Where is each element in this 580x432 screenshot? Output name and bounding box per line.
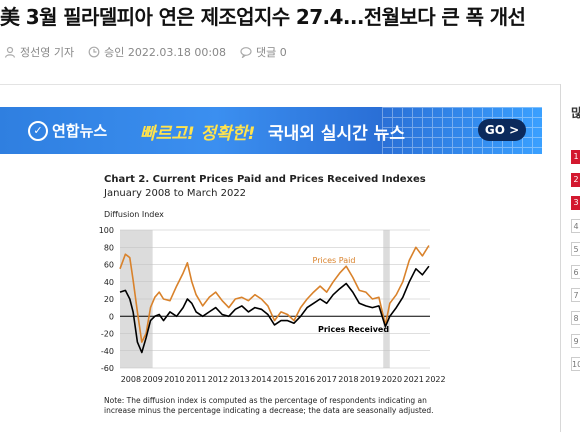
comment-count: 댓글 0: [256, 46, 287, 59]
chart-note: Note: The diffusion index is computed as…: [104, 396, 434, 415]
x-tick-label: 2009: [142, 375, 162, 384]
sidebar-rank-badge[interactable]: 7: [571, 288, 580, 302]
yonhap-ad-banner[interactable]: ✓ 연합뉴스 빠르고! 정확한! 국내외 실시간 뉴스 GO >: [0, 107, 542, 154]
article-chart-image: Chart 2. Current Prices Paid and Prices …: [96, 168, 450, 430]
approved-date: 승인 2022.03.18 00:08: [104, 46, 227, 59]
header-divider: [0, 84, 560, 85]
x-tick-label: 2022: [425, 375, 445, 384]
y-tick-label: 0: [109, 312, 114, 321]
chart-subtitle: January 2008 to March 2022: [104, 188, 247, 199]
y-tick-label: 80: [104, 243, 114, 252]
banner-go-button[interactable]: GO >: [478, 119, 526, 141]
chart-y-axis-label: Diffusion Index: [104, 210, 164, 219]
y-tick-label: -20: [101, 330, 114, 339]
x-tick-label: 2014: [251, 375, 271, 384]
sidebar-rank-badge[interactable]: 5: [571, 242, 580, 256]
sidebar-title: 많: [571, 106, 580, 120]
series-label: Prices Received: [318, 325, 389, 334]
sidebar-rank-badge[interactable]: 9: [571, 334, 580, 348]
author-name: 정선영 기자: [20, 46, 75, 59]
x-tick-label: 2012: [208, 375, 228, 384]
y-tick-label: 60: [104, 261, 114, 270]
sidebar-rank-badge[interactable]: 3: [571, 196, 580, 210]
article-headline: 美 3월 필라델피아 연은 제조업지수 27.4...전월보다 큰 폭 개선: [0, 5, 526, 29]
article-meta: 정선영 기자 승인 2022.03.18 00:08 댓글 0: [4, 44, 301, 60]
yonhap-logo-icon: ✓: [28, 120, 48, 141]
x-tick-label: 2019: [360, 375, 380, 384]
approved-meta: 승인 2022.03.18 00:08: [88, 44, 226, 60]
sidebar-rank-badge[interactable]: 8: [571, 311, 580, 325]
sidebar-rank-badge[interactable]: 1: [571, 150, 580, 164]
banner-logo: ✓ 연합뉴스: [28, 120, 107, 141]
y-tick-label: 100: [99, 226, 114, 235]
sidebar-rank-badge[interactable]: 2: [571, 173, 580, 187]
y-tick-label: -60: [101, 364, 114, 373]
sidebar-rank-badge[interactable]: 6: [571, 265, 580, 279]
x-tick-label: 2017: [316, 375, 336, 384]
y-tick-label: 40: [104, 278, 114, 287]
y-tick-label: -40: [101, 347, 114, 356]
x-tick-label: 2021: [404, 375, 424, 384]
right-sidebar: 많 1 2 3 4 5 6 7 8 9 10: [560, 84, 580, 432]
series-line-prices-received: [119, 265, 430, 354]
comment-icon: [240, 46, 252, 58]
x-tick-label: 2020: [382, 375, 402, 384]
series-line-prices-paid: [119, 245, 430, 343]
banner-logo-text: 연합뉴스: [52, 122, 108, 140]
x-tick-label: 2011: [186, 375, 206, 384]
banner-slogan-1: 빠르고! 정확한!: [140, 124, 256, 144]
series-label: Prices Paid: [313, 256, 356, 265]
clock-icon: [88, 46, 100, 58]
y-tick-label: 20: [104, 295, 114, 304]
banner-slogan-2: 국내외 실시간 뉴스: [268, 124, 405, 144]
sidebar-rank-badge[interactable]: 10: [571, 357, 580, 371]
author-meta[interactable]: 정선영 기자: [4, 44, 74, 60]
x-tick-label: 2015: [273, 375, 293, 384]
x-tick-label: 2013: [229, 375, 249, 384]
comments-meta[interactable]: 댓글 0: [240, 44, 287, 60]
x-tick-label: 2016: [295, 375, 315, 384]
user-icon: [4, 46, 16, 58]
chart-title: Chart 2. Current Prices Paid and Prices …: [104, 174, 426, 185]
x-tick-label: 2018: [338, 375, 358, 384]
sidebar-rank-badge[interactable]: 4: [571, 219, 580, 233]
x-tick-label: 2010: [164, 375, 184, 384]
x-tick-label: 2008: [121, 375, 141, 384]
